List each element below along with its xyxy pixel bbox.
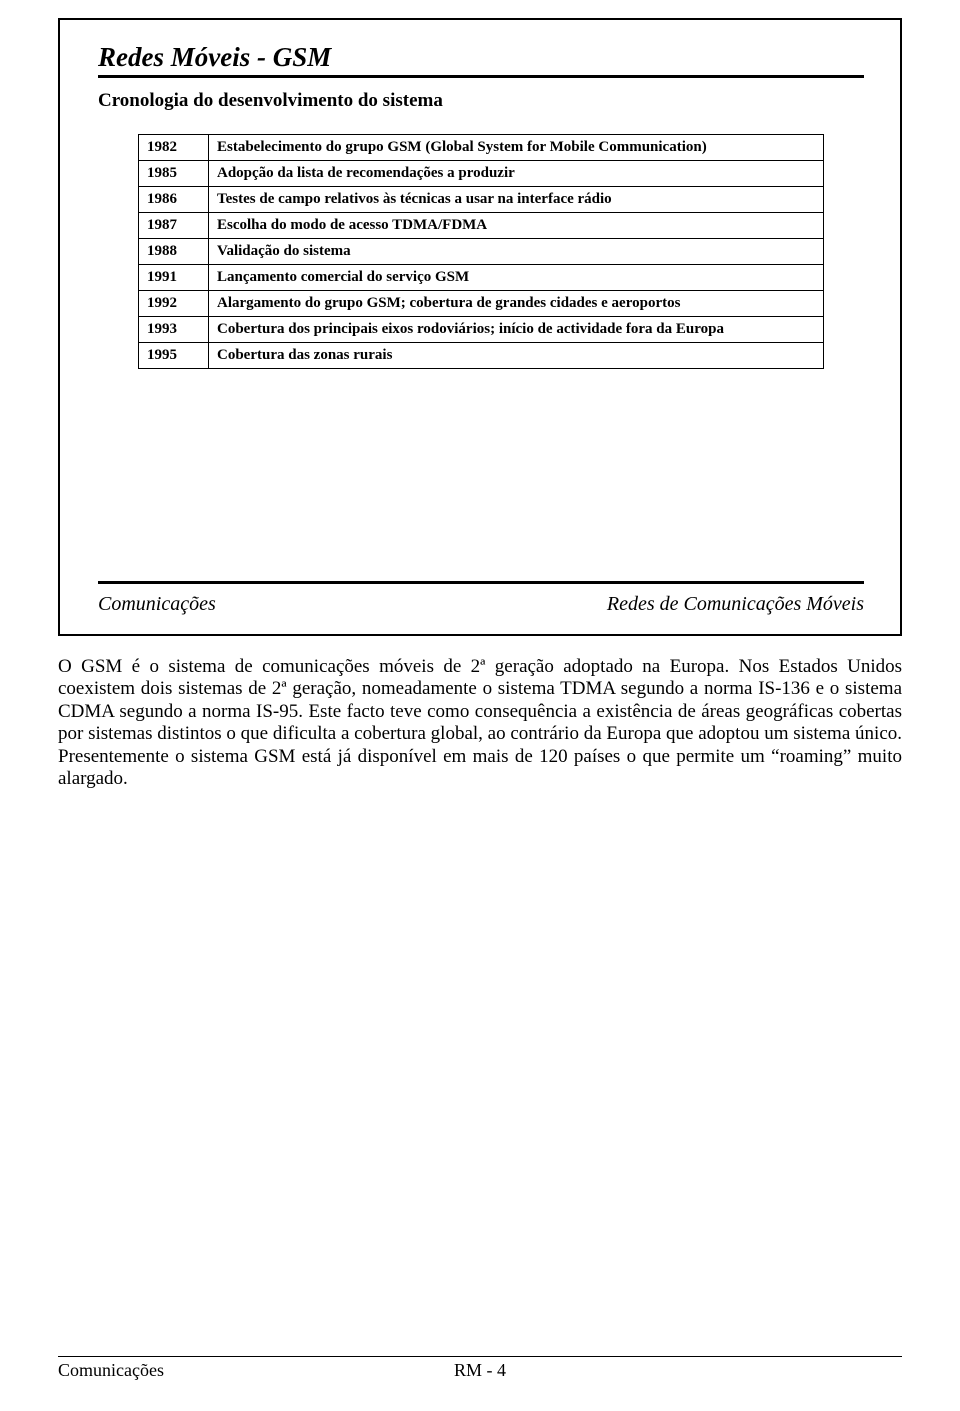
event-cell: Lançamento comercial do serviço GSM <box>209 265 824 291</box>
year-cell: 1986 <box>139 187 209 213</box>
event-cell: Escolha do modo de acesso TDMA/FDMA <box>209 213 824 239</box>
timeline-table: 1982Estabelecimento do grupo GSM (Global… <box>138 134 824 369</box>
slide-subtitle: Cronologia do desenvolvimento do sistema <box>98 90 862 112</box>
table-row: 1995Cobertura das zonas rurais <box>139 343 824 369</box>
event-cell: Adopção da lista de recomendações a prod… <box>209 161 824 187</box>
title-divider <box>98 75 864 78</box>
slide-footer: Comunicações Redes de Comunicações Móvei… <box>98 593 864 616</box>
page-footer: Comunicações RM - 4 <box>58 1360 902 1381</box>
event-cell: Cobertura dos principais eixos rodoviári… <box>209 317 824 343</box>
slide-footer-left: Comunicações <box>98 593 216 616</box>
event-cell: Testes de campo relativos às técnicas a … <box>209 187 824 213</box>
slide-footer-right: Redes de Comunicações Móveis <box>607 593 864 616</box>
event-cell: Estabelecimento do grupo GSM (Global Sys… <box>209 135 824 161</box>
year-cell: 1992 <box>139 291 209 317</box>
table-row: 1982Estabelecimento do grupo GSM (Global… <box>139 135 824 161</box>
page: Redes Móveis - GSM Cronologia do desenvo… <box>0 0 960 1411</box>
event-cell: Cobertura das zonas rurais <box>209 343 824 369</box>
slide-title: Redes Móveis - GSM <box>98 42 862 73</box>
body-paragraph: O GSM é o sistema de comunicações móveis… <box>58 656 902 790</box>
table-row: 1987Escolha do modo de acesso TDMA/FDMA <box>139 213 824 239</box>
table-row: 1991Lançamento comercial do serviço GSM <box>139 265 824 291</box>
table-row: 1986Testes de campo relativos às técnica… <box>139 187 824 213</box>
event-cell: Alargamento do grupo GSM; cobertura de g… <box>209 291 824 317</box>
year-cell: 1987 <box>139 213 209 239</box>
year-cell: 1993 <box>139 317 209 343</box>
table-row: 1988Validação do sistema <box>139 239 824 265</box>
slide-footer-divider <box>98 581 864 584</box>
year-cell: 1985 <box>139 161 209 187</box>
page-footer-center: RM - 4 <box>454 1360 506 1381</box>
table-row: 1992Alargamento do grupo GSM; cobertura … <box>139 291 824 317</box>
page-footer-divider <box>58 1356 902 1357</box>
page-footer-left: Comunicações <box>58 1360 164 1381</box>
table-row: 1985Adopção da lista de recomendações a … <box>139 161 824 187</box>
table-row: 1993Cobertura dos principais eixos rodov… <box>139 317 824 343</box>
event-cell: Validação do sistema <box>209 239 824 265</box>
year-cell: 1991 <box>139 265 209 291</box>
year-cell: 1982 <box>139 135 209 161</box>
year-cell: 1988 <box>139 239 209 265</box>
slide-frame: Redes Móveis - GSM Cronologia do desenvo… <box>58 18 902 636</box>
year-cell: 1995 <box>139 343 209 369</box>
